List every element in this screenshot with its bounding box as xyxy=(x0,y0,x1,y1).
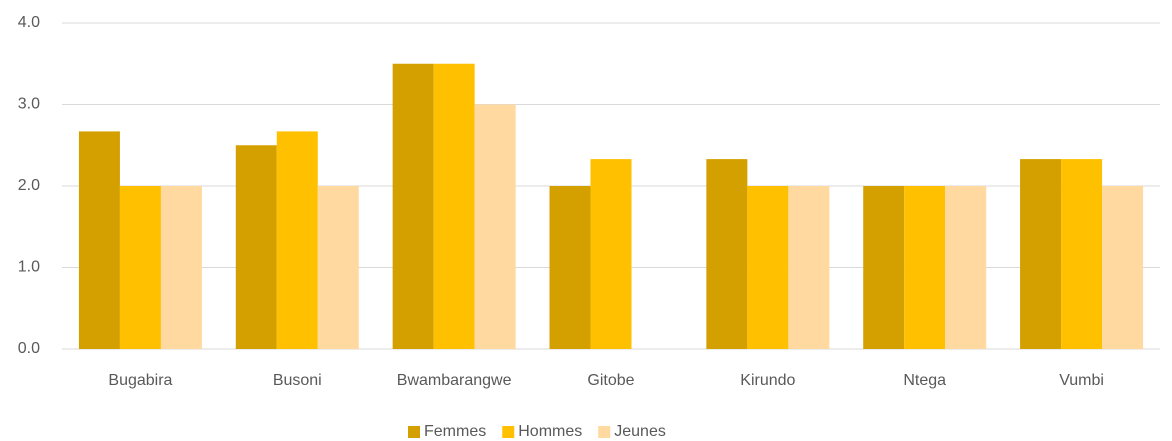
legend-label: Jeunes xyxy=(614,423,666,440)
bar xyxy=(433,63,475,349)
bar xyxy=(78,131,120,349)
bar xyxy=(317,186,359,349)
x-tick-label: Busoni xyxy=(273,372,322,389)
bar xyxy=(1020,159,1062,349)
bar xyxy=(119,186,161,349)
bar xyxy=(549,186,591,349)
x-tick-label: Vumbi xyxy=(1059,372,1104,389)
y-tick-label: 1.0 xyxy=(18,259,40,276)
bar xyxy=(1102,186,1144,349)
x-tick-label: Kirundo xyxy=(740,372,795,389)
y-tick-label: 4.0 xyxy=(18,14,40,31)
bar xyxy=(1061,159,1103,349)
bar xyxy=(590,159,632,349)
x-tick-label: Ntega xyxy=(903,372,946,389)
bar xyxy=(706,159,748,349)
bar xyxy=(747,186,789,349)
x-tick-label: Bugabira xyxy=(108,372,172,389)
bar xyxy=(945,186,987,349)
legend-label: Hommes xyxy=(518,423,582,440)
bar xyxy=(160,186,202,349)
x-tick-label: Gitobe xyxy=(587,372,634,389)
bar xyxy=(392,63,434,349)
legend-swatch xyxy=(408,426,420,438)
bar xyxy=(235,145,277,349)
bar xyxy=(904,186,946,349)
legend-swatch xyxy=(502,426,515,438)
bar xyxy=(474,104,516,349)
y-tick-label: 2.0 xyxy=(18,177,40,194)
y-tick-label: 3.0 xyxy=(18,96,40,113)
bar xyxy=(863,186,905,349)
y-tick-label: 0.0 xyxy=(18,340,40,357)
bar xyxy=(788,186,830,349)
legend-swatch xyxy=(598,426,611,438)
legend-label: Femmes xyxy=(424,423,486,440)
bar xyxy=(276,131,318,349)
x-tick-label: Bwambarangwe xyxy=(397,372,512,389)
